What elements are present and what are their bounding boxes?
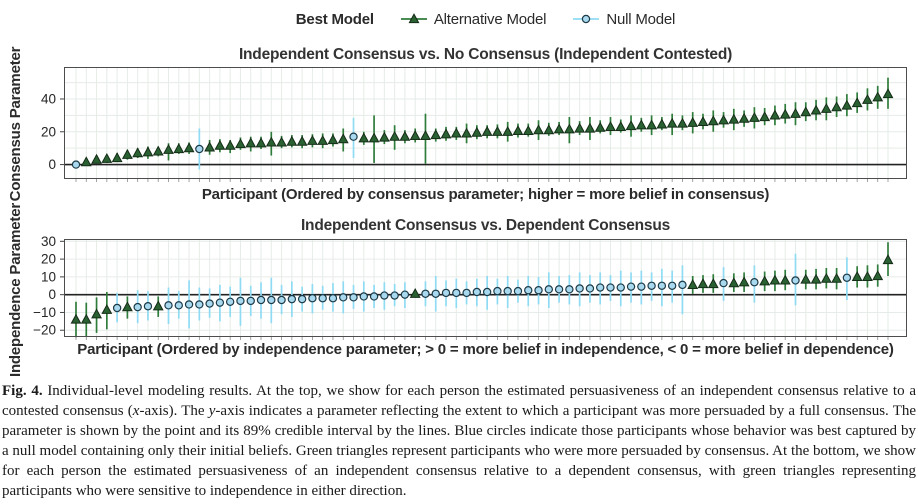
svg-text:20: 20	[41, 252, 56, 267]
svg-text:0: 0	[48, 157, 56, 172]
bottom-panel-x-axis-label: Participant (Ordered by independence par…	[77, 341, 894, 358]
svg-text:40: 40	[41, 91, 56, 106]
top-panel-title: Independent Consensus vs. No Consensus (…	[238, 46, 733, 63]
null-model-circle-icon	[573, 14, 600, 24]
legend: Best Model Alternative Model Null Model	[64, 8, 907, 30]
top-panel-x-axis-label: Participant (Ordered by consensus parame…	[201, 186, 770, 203]
bottom-panel-title: Independent Consensus vs. Dependent Cons…	[300, 217, 671, 234]
bottom-panel-plot: 30 20 10 0 −10 −20	[33, 234, 907, 340]
legend-title: Best Model	[295, 10, 374, 28]
svg-text:10: 10	[41, 269, 56, 284]
legend-label-null: Null Model	[606, 10, 676, 28]
svg-text:−20: −20	[33, 323, 56, 338]
bottom-panel-y-axis-label: Independence Parameter	[7, 203, 24, 378]
alternative-model-triangle-icon	[400, 13, 427, 24]
legend-item-alternative-model: Alternative Model	[400, 11, 547, 28]
top-panel-plot: 0 20 40	[41, 67, 907, 182]
figure-caption: Fig. 4. Individual-level modeling result…	[2, 383, 917, 499]
svg-text:0: 0	[48, 287, 56, 302]
svg-text:20: 20	[41, 124, 56, 139]
svg-text:30: 30	[41, 234, 56, 249]
legend-label-alternative: Alternative Model	[433, 10, 547, 28]
svg-text:−10: −10	[33, 305, 56, 320]
legend-item-null-model: Null Model	[572, 11, 675, 28]
